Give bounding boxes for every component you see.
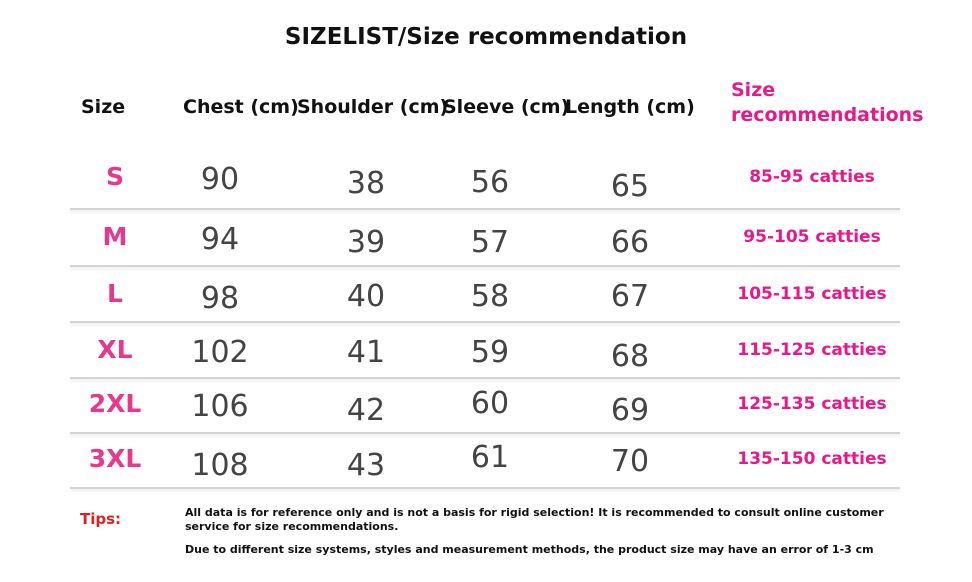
column-header: Chest (cm)	[183, 96, 299, 118]
tip-note: All data is for reference only and is no…	[185, 506, 884, 533]
recommendation: 135-150 catties	[737, 449, 887, 469]
size-label: S	[105, 162, 124, 191]
column-header: Size	[81, 96, 126, 118]
row-divider	[70, 208, 900, 210]
row-divider	[70, 432, 900, 434]
recommendation: 95-105 catties	[743, 227, 881, 247]
row-divider	[70, 487, 900, 489]
measurement: 102	[191, 335, 249, 370]
recommendation: 105-115 catties	[737, 284, 887, 304]
measurement: 108	[191, 448, 249, 483]
measurement: 43	[346, 448, 386, 483]
measurement: 40	[346, 279, 386, 314]
measurement: 38	[346, 166, 386, 201]
size-label: L	[107, 279, 123, 308]
size-label: 3XL	[88, 444, 142, 473]
measurement: 69	[610, 393, 650, 428]
measurement: 39	[346, 225, 386, 260]
recommendation: 115-125 catties	[737, 340, 887, 360]
measurement: 60	[470, 386, 510, 421]
measurement: 70	[610, 444, 650, 479]
measurement: 58	[470, 279, 510, 314]
measurement: 94	[200, 222, 240, 257]
column-header: Shoulder (cm)	[297, 96, 449, 118]
row-divider	[70, 265, 900, 267]
measurement: 98	[200, 281, 240, 316]
column-header: Sleeve (cm)	[443, 96, 570, 118]
row-divider	[70, 321, 900, 323]
measurement: 65	[610, 169, 650, 204]
measurement: 56	[470, 165, 510, 200]
measurement: 59	[470, 335, 510, 370]
measurement: 106	[191, 389, 249, 424]
tip-note: Due to different size systems, styles an…	[185, 543, 874, 556]
measurement: 57	[470, 225, 510, 260]
measurement: 42	[346, 393, 386, 428]
row-divider	[70, 377, 900, 379]
measurement: 90	[200, 162, 240, 197]
title: SIZELIST/Size recommendation	[284, 24, 688, 50]
recommendation: 125-135 catties	[737, 394, 887, 414]
size-label: 2XL	[88, 389, 142, 418]
measurement: 68	[610, 339, 650, 374]
measurement: 61	[470, 440, 510, 475]
size-label: XL	[97, 335, 133, 364]
size-label: M	[102, 222, 128, 251]
column-header: Length (cm)	[565, 96, 695, 118]
tips-label: Tips:	[80, 510, 122, 528]
measurement: 41	[346, 335, 386, 370]
column-header: Size recommendations	[731, 79, 924, 126]
measurement: 67	[610, 279, 650, 314]
recommendation: 85-95 catties	[749, 167, 875, 187]
measurement: 66	[610, 225, 650, 260]
